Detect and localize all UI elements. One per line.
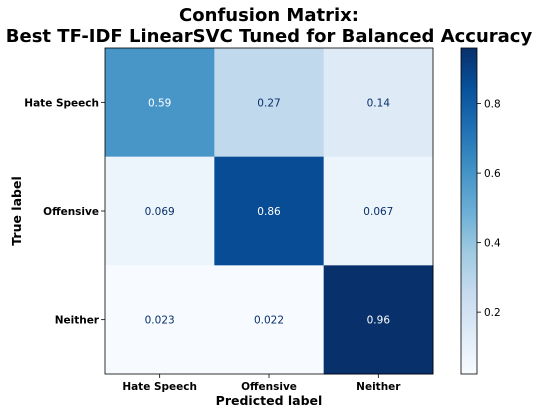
cell-value-label: 0.069 [145,206,175,218]
cell-value-label: 0.023 [145,315,175,327]
colorbar-tick-label: 0.4 [484,238,501,250]
chart-title-line1: Confusion Matrix: [179,5,359,26]
x-axis-ticks: Hate Speech Offensive Neither [122,374,401,393]
x-tick-label: Offensive [241,381,297,393]
heatmap-cell [105,48,215,158]
colorbar-ticks: 0.2 0.4 0.6 0.8 [477,99,501,319]
colorbar-tick-label: 0.2 [484,307,501,319]
colorbar-tick-label: 0.8 [484,99,501,111]
x-tick-label: Hate Speech [122,381,197,393]
y-axis-ticks: Hate Speech Offensive Neither [24,97,105,327]
cell-value-label: 0.14 [367,97,391,109]
y-tick-label: Hate Speech [24,97,99,109]
cell-value-label: 0.59 [148,97,171,109]
cell-value-label: 0.96 [367,315,391,327]
y-tick-label: Offensive [43,206,99,218]
chart-title-line2: Best TF-IDF LinearSVC Tuned for Balanced… [6,26,533,47]
heatmap-cell [323,156,434,266]
colorbar [460,47,478,375]
heatmap-cell [105,265,215,375]
x-tick-label: Neither [356,381,401,393]
cell-value-label: 0.067 [363,206,393,218]
heatmap-cell-labels: 0.59 0.27 0.14 0.069 0.86 0.067 0.023 0.022 0.96 [145,97,394,326]
heatmap-cell [214,48,325,158]
heatmap-cell [105,156,215,266]
heatmap-cell [323,48,434,158]
heatmap-cell [214,265,325,375]
cell-value-label: 0.022 [254,315,284,327]
heatmap-cells [105,48,434,375]
x-axis-label: Predicted label [216,393,323,408]
cell-value-label: 0.27 [257,97,280,109]
cell-value-label: 0.86 [257,206,281,218]
heatmap-cell [214,156,325,266]
colorbar-tick-label: 0.6 [484,168,501,180]
heatmap-cell [323,265,434,375]
y-tick-label: Neither [55,315,100,327]
y-axis-label: True label [9,176,24,245]
